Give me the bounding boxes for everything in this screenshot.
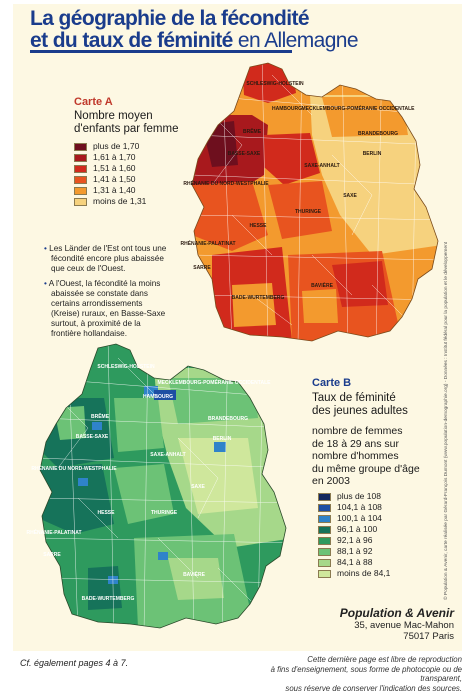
map-a-legend-item: moins de 1,31	[74, 196, 146, 207]
map-a-legend-item: 1,41 à 1,50	[74, 174, 146, 185]
map-a-label-hambourg: HAMBOURG	[272, 106, 302, 112]
map-a-legend-item: plus de 1,70	[74, 141, 146, 152]
map-b-label-saxe-anhalt: SAXE-ANHALT	[150, 452, 185, 458]
map-b-label-rhenanie-palatinat: RHÉNANIE-PALATINAT	[27, 528, 82, 536]
title-line-2: et du taux de féminité en Allemagne	[30, 30, 450, 52]
map-a-subtitle-line-1: Nombre moyen	[74, 110, 153, 122]
map-b-legend-item: 92,1 à 96	[318, 535, 390, 546]
map-b-subtitle-line-1: Taux de féminité	[312, 392, 396, 404]
title-line-1: La géographie de la fécondité	[30, 7, 310, 30]
title-line-2-normal: en Allemagne	[232, 29, 359, 52]
map-b-label-hesse: HESSE	[98, 510, 116, 516]
footer-right-line: à fins d'enseignement, sous forme de pho…	[270, 664, 462, 684]
map-b-label-saxe: SAXE	[191, 484, 205, 490]
note-1: • Les Länder de l'Est ont tous une fécon…	[44, 244, 167, 273]
title-line-2-bold: et du taux de féminité	[30, 29, 233, 52]
map-a-label-saxe: SAXE	[343, 193, 357, 199]
map-b-legend-item: 84,1 à 88	[318, 557, 390, 568]
map-a-label-sarre: SARRE	[193, 265, 211, 271]
map-b-label-hambourg: HAMBOURG	[143, 394, 173, 400]
map-b-label-mecklembourg: MECKLEMBOURG-POMÉRANIE OCCIDENTALE	[158, 378, 272, 386]
note-2: • A l'Ouest, la fécondité la moins abais…	[44, 279, 166, 338]
map-a-label-brandebourg: BRANDEBOURG	[358, 131, 398, 137]
publisher-name: Population & Avenir	[339, 606, 454, 620]
footer-left: Cf. également pages 4 à 7.	[20, 658, 129, 668]
title-underline	[30, 50, 292, 53]
map-a-label-mecklembourg: MECKLEMBOURG-POMÉRANIE OCCIDENTALE	[302, 104, 416, 112]
map-a-label-berlin: BERLIN	[363, 151, 382, 157]
map-b-label-basse-saxe: BASSE-SAXE	[76, 434, 109, 440]
map-a-label-rhenanie-nord: RHÉNANIE DU NORD-WESTPHALIE	[183, 179, 269, 187]
map-b-label-breme: BRÊME	[91, 412, 110, 420]
map-a-label-rhenanie-palatinat: RHÉNANIE-PALATINAT	[181, 239, 236, 247]
map-b-label-sarre: SARRE	[43, 552, 61, 558]
map-b-label-brandebourg: BRANDEBOURG	[208, 416, 248, 422]
page-title: La géographie de la fécondité et du taux…	[30, 8, 450, 52]
footer-right-line: Cette dernière page est libre de reprodu…	[307, 655, 462, 664]
publisher-address-2: 75017 Paris	[403, 631, 454, 642]
map-a-label-baviere: BAVIÈRE	[311, 281, 334, 289]
map-b-label-berlin: BERLIN	[213, 436, 232, 442]
map-a-fertility: SCHLESWIG-HOLSTEIN HAMBOURG MECKLEMBOURG…	[181, 62, 439, 342]
map-b-legend-item: 88,1 à 92	[318, 546, 390, 557]
map-a-legend-item: 1,61 à 1,70	[74, 152, 146, 163]
map-a-subtitle: Nombre moyen d'enfants par femme	[74, 110, 178, 136]
map-b-label-rhenanie-nord: RHÉNANIE DU NORD-WESTPHALIE	[31, 464, 117, 472]
footer-right: Cette dernière page est libre de reprodu…	[242, 655, 462, 693]
map-b-label-thuringe: THURINGE	[151, 510, 178, 516]
map-b-subtitle-line-2: des jeunes adultes	[312, 405, 408, 417]
map-b-desc-line: en 2003	[312, 475, 350, 487]
vertical-credit: © Population & Avenir, carte réalisée pa…	[444, 242, 449, 600]
map-b-legend-item: 100,1 à 104	[318, 513, 390, 524]
map-b-legend-item: 96,1 à 100	[318, 524, 390, 535]
map-a-legend: plus de 1,70 1,61 à 1,70 1,51 à 1,60 1,4…	[74, 141, 146, 207]
map-b-label-schleswig: SCHLESWIG-HOLSTEIN	[97, 364, 155, 370]
map-b-desc-line: de 18 à 29 ans sur	[312, 437, 399, 450]
map-b-desc-line: du même groupe d'âge	[312, 462, 420, 475]
map-a-label-basse-saxe: BASSE-SAXE	[228, 151, 261, 157]
publisher-address-1: 35, avenue Mac-Mahon	[354, 620, 454, 631]
map-b-description: nombre de femmes de 18 à 29 ans sur nomb…	[312, 425, 420, 488]
map-b-subtitle: Taux de féminité des jeunes adultes	[312, 392, 408, 418]
map-a-label-bade: BADE-WURTEMBERG	[232, 295, 285, 301]
publisher-block: Population & Avenir 35, avenue Mac-Mahon…	[340, 606, 454, 642]
map-b-label-bade: BADE-WURTEMBERG	[82, 596, 135, 602]
map-b-desc-line: nombre de femmes	[312, 425, 403, 437]
map-a-label-breme: BRÊME	[243, 127, 262, 135]
map-b-legend-item: plus de 108	[318, 491, 390, 502]
map-a-legend-item: 1,31 à 1,40	[74, 185, 146, 196]
map-a-label-schleswig: SCHLESWIG-HOLSTEIN	[246, 81, 304, 87]
footer-right-line: sous réserve de conserver l'indication d…	[285, 683, 462, 693]
map-b-feminity: SCHLESWIG-HOLSTEIN HAMBOURG MECKLEMBOURG…	[27, 343, 287, 629]
map-a-subtitle-line-2: d'enfants par femme	[74, 123, 179, 135]
map-a-label-saxe-anhalt: SAXE-ANHALT	[304, 163, 339, 169]
map-a-label-thuringe: THURINGE	[295, 209, 322, 215]
map-b-desc-line: nombre d'hommes	[312, 450, 399, 462]
map-b-legend-item: moins de 84,1	[318, 568, 390, 579]
map-a-label-hesse: HESSE	[250, 223, 268, 229]
map-b-label-baviere: BAVIÈRE	[183, 570, 206, 578]
map-b-card-label: Carte B	[312, 377, 352, 389]
map-a-card-label: Carte A	[74, 96, 113, 108]
map-b-legend-item: 104,1 à 108	[318, 502, 390, 513]
map-b-legend: plus de 108 104,1 à 108 100,1 à 104 96,1…	[318, 491, 390, 579]
notes: • Les Länder de l'Est ont tous une fécon…	[44, 244, 172, 344]
map-a-legend-item: 1,51 à 1,60	[74, 163, 146, 174]
